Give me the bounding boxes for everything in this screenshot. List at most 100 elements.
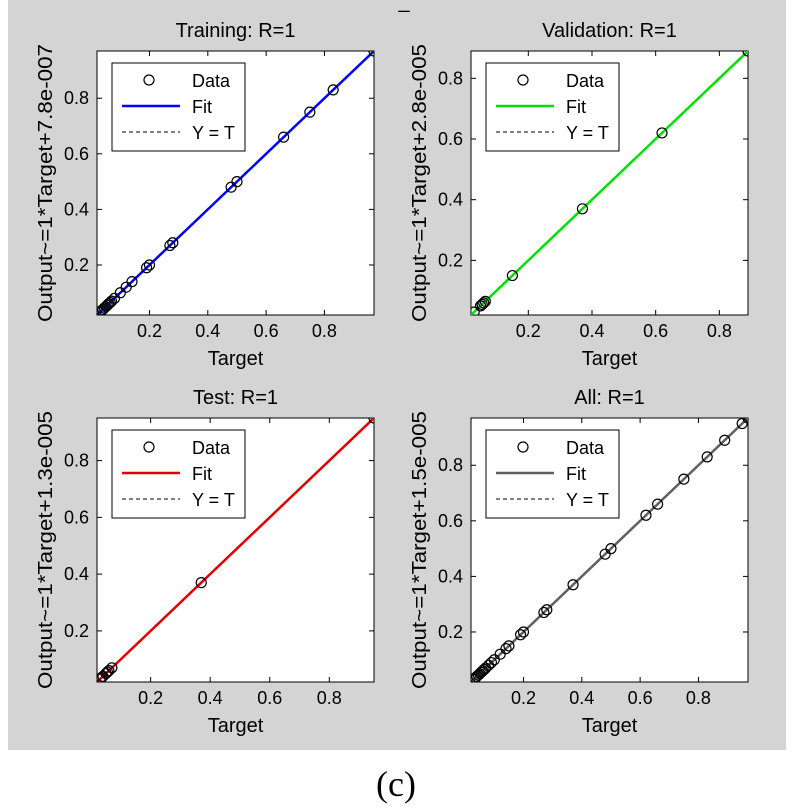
data-point <box>652 498 664 510</box>
x-tick-label: 0.8 <box>312 321 337 341</box>
plots-layer: Training: R=1 0.2 0.4 0.6 0.8 0.2 0.4 0.6 0.8 Tar… <box>35 20 749 737</box>
data-point <box>167 237 179 249</box>
x-tick-label: 0.4 <box>579 321 604 341</box>
data-point <box>678 473 690 485</box>
x-tick-label: 0.6 <box>628 688 653 708</box>
fit-line <box>97 418 374 682</box>
legend-data-marker <box>143 441 155 453</box>
data-point <box>482 659 495 671</box>
y-tick-label: 0.4 <box>64 564 89 584</box>
legend: Data Fit Y = T <box>485 429 620 519</box>
y-tick-label: 0.2 <box>438 622 463 642</box>
data-point <box>701 451 713 463</box>
legend-data-marker <box>517 74 529 86</box>
x-axis-label: Target <box>208 348 264 370</box>
x-tick-label: 0.8 <box>707 321 732 341</box>
y-tick-label: 0.2 <box>64 621 89 641</box>
data-point <box>736 418 748 430</box>
y-axis-label: Output~=1*Target+1.3e-005 <box>35 411 57 689</box>
y-axis-label: Output~=1*Target+7.8e-007 <box>35 44 57 322</box>
data-point <box>225 181 237 193</box>
y-tick-label: 0.4 <box>438 190 463 210</box>
plot-panel-3: Test: R=1 0.2 0.4 0.6 0.8 0.2 0.4 0.6 0.8 Target O… <box>35 387 375 737</box>
x-tick-label: 0.8 <box>686 688 711 708</box>
y-axis-label: Output~=1*Target+1.5e-005 <box>409 411 431 689</box>
x-axis-label: Target <box>208 715 264 737</box>
data-point <box>106 662 118 674</box>
data-point <box>485 656 498 669</box>
plot-area <box>97 51 374 315</box>
plot-title: Test: R=1 <box>193 387 278 409</box>
data-point <box>479 295 491 307</box>
fit-line <box>471 51 748 315</box>
data-point <box>494 648 506 660</box>
x-tick-label: 0.4 <box>195 321 220 341</box>
legend-entry-label: Y = T <box>192 490 235 510</box>
data-point <box>114 287 126 299</box>
data-point <box>478 297 490 309</box>
x-tick-label: 0.6 <box>257 688 282 708</box>
data-point <box>500 643 512 655</box>
legend: Data Fit Y = T <box>111 429 246 519</box>
data-point <box>164 239 176 252</box>
legend-entry-label: Fit <box>192 464 212 484</box>
legend-entry-label: Data <box>566 438 605 458</box>
y-tick-label: 0.8 <box>438 455 463 475</box>
legend-entry-label: Data <box>192 438 231 458</box>
data-point <box>488 654 500 666</box>
data-point <box>503 640 515 652</box>
data-point <box>195 577 207 589</box>
data-point <box>541 604 553 616</box>
legend-entry-label: Fit <box>192 97 212 117</box>
figure-caption: (c) <box>376 764 416 804</box>
plot-area <box>97 418 374 682</box>
data-point <box>304 106 316 118</box>
x-axis-label: Target <box>582 348 638 370</box>
data-point <box>143 259 156 271</box>
y-tick-label: 0.4 <box>438 566 463 586</box>
data-point <box>640 509 652 521</box>
x-tick-label: 0.4 <box>569 688 594 708</box>
plot-area <box>471 418 748 682</box>
data-point <box>517 626 530 638</box>
plot-title: All: R=1 <box>574 387 645 409</box>
y-tick-label: 0.8 <box>64 451 89 471</box>
data-point <box>120 281 132 293</box>
legend-entry-label: Y = T <box>192 123 235 143</box>
y-tick-label: 0.8 <box>64 88 89 108</box>
x-tick-label: 0.6 <box>643 321 668 341</box>
plot-panel-2: Validation: R=1 0.2 0.4 0.6 0.8 0.2 0.4 0.6 0.8 T… <box>409 20 749 370</box>
legend-entry-label: Y = T <box>566 490 609 510</box>
y-tick-label: 0.8 <box>438 68 463 88</box>
data-point <box>97 673 106 682</box>
data-point <box>538 606 550 619</box>
data-point <box>140 262 153 274</box>
data-point <box>100 667 112 680</box>
legend-data-marker <box>143 74 155 86</box>
plot-title: Training: R=1 <box>176 20 296 42</box>
legend-data-marker <box>517 441 529 453</box>
y-tick-label: 0.6 <box>438 129 463 149</box>
y-tick-label: 0.2 <box>438 250 463 270</box>
legend-entry-label: Data <box>566 71 605 91</box>
top-mark: _ <box>397 0 410 13</box>
legend: Data Fit Y = T <box>485 62 620 152</box>
x-tick-label: 0.6 <box>254 321 279 341</box>
data-point <box>103 298 115 310</box>
data-point <box>656 127 668 139</box>
data-point <box>599 548 611 560</box>
y-tick-label: 0.6 <box>438 511 463 531</box>
plot-title: Validation: R=1 <box>542 20 677 42</box>
plot-area <box>471 51 748 315</box>
data-point <box>479 662 492 674</box>
data-point <box>126 276 138 288</box>
data-point <box>231 176 243 188</box>
legend-entry-label: Data <box>192 71 231 91</box>
data-point <box>471 306 480 315</box>
plot-panel-1: Training: R=1 0.2 0.4 0.6 0.8 0.2 0.4 0.6 0.8 Tar… <box>35 20 375 370</box>
y-tick-label: 0.4 <box>64 199 89 219</box>
x-axis-label: Target <box>582 715 638 737</box>
data-point <box>719 434 731 446</box>
x-tick-label: 0.2 <box>138 688 163 708</box>
